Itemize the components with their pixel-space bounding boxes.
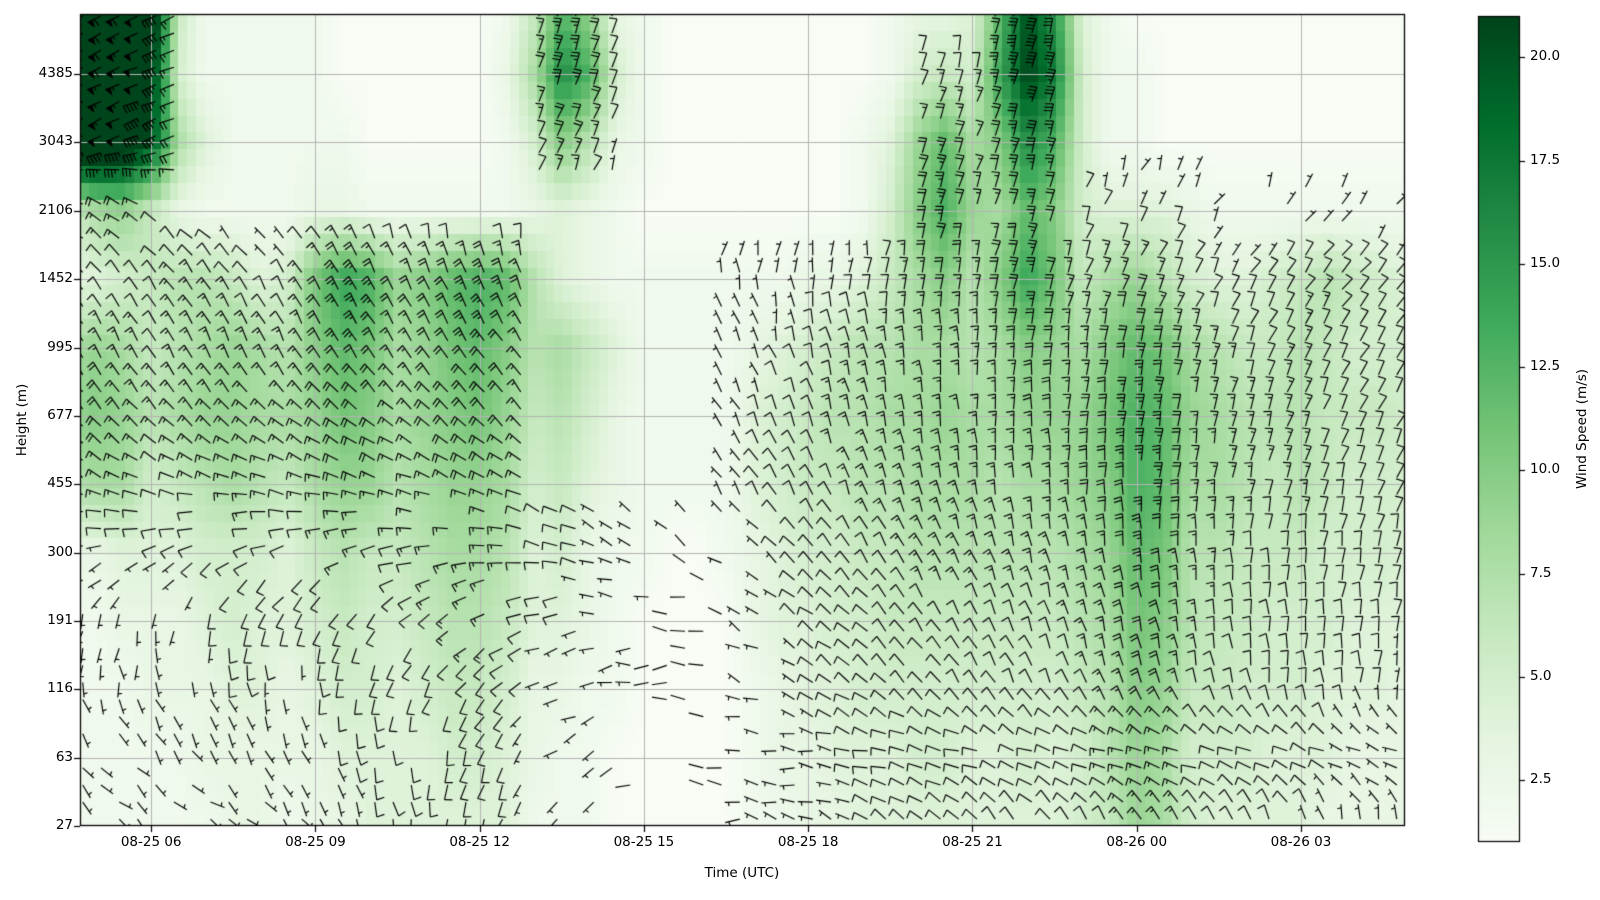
- y-tick-label: 677: [47, 406, 73, 423]
- x-tick-label: 08-25 12: [449, 834, 511, 850]
- colorbar-tick-label: 20.0: [1530, 48, 1561, 65]
- y-tick-label: 455: [47, 475, 73, 492]
- y-axis-label: Height (m): [14, 383, 30, 457]
- colorbar: [1478, 16, 1520, 842]
- y-tick-label: 1452: [38, 270, 73, 287]
- colorbar-tick-label: 5.0: [1530, 667, 1552, 684]
- x-tick-label: 08-25 15: [613, 834, 675, 850]
- colorbar-label: Wind Speed (m/s): [1574, 368, 1590, 490]
- colorbar-tick-label: 12.5: [1530, 358, 1561, 375]
- y-tick-label: 4385: [38, 65, 73, 82]
- x-axis-label: Time (UTC): [704, 865, 780, 881]
- y-tick-label: 995: [47, 338, 73, 355]
- x-tick-label: 08-25 18: [777, 834, 839, 850]
- plot-area: [80, 14, 1405, 826]
- colorbar-tick-label: 7.5: [1530, 564, 1552, 581]
- y-tick-label: 27: [55, 817, 73, 833]
- x-tick-label: 08-25 09: [285, 834, 346, 850]
- y-tick-label: 2106: [38, 201, 73, 218]
- colorbar-tick-label: 2.5: [1530, 771, 1552, 788]
- y-tick-label: 191: [47, 611, 73, 628]
- x-tick-label: 08-26 03: [1270, 834, 1332, 850]
- colorbar-tick-label: 15.0: [1530, 254, 1561, 271]
- colorbar-tick-label: 17.5: [1530, 151, 1561, 168]
- x-tick-label: 08-25 06: [120, 834, 182, 850]
- y-tick-label: 3043: [38, 133, 73, 150]
- y-tick-label: 63: [55, 748, 73, 765]
- x-tick-label: 08-26 00: [1106, 834, 1168, 850]
- y-tick-label: 116: [47, 680, 73, 697]
- y-tick-label: 300: [47, 543, 73, 560]
- colorbar-tick-label: 10.0: [1530, 461, 1561, 478]
- x-tick-label: 08-25 21: [942, 834, 1003, 850]
